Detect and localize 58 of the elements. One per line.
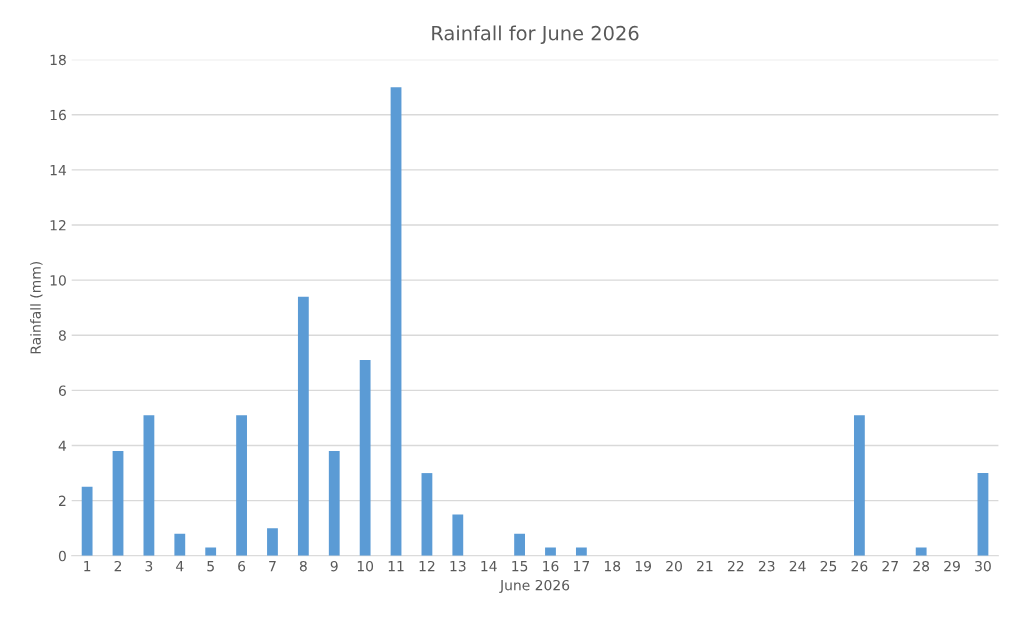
y-tick-label: 8 bbox=[58, 330, 66, 341]
y-tick-label: 6 bbox=[58, 385, 66, 396]
y-tick-label: 2 bbox=[59, 495, 66, 506]
bar bbox=[143, 415, 155, 556]
bar bbox=[514, 533, 525, 556]
bar bbox=[328, 451, 340, 556]
x-tick-label: 13 bbox=[450, 560, 466, 572]
x-tick-label: 14 bbox=[481, 561, 497, 572]
x-tick-label: 16 bbox=[543, 560, 559, 572]
x-tick-label: 12 bbox=[419, 560, 435, 572]
x-tick-label: 11 bbox=[388, 561, 404, 572]
bar bbox=[977, 473, 989, 556]
x-tick-label: 19 bbox=[635, 560, 652, 572]
x-tick-label: 15 bbox=[512, 561, 528, 572]
bar bbox=[359, 360, 371, 556]
y-tick-label: 0 bbox=[58, 550, 66, 562]
x-tick-label: 28 bbox=[913, 560, 930, 572]
y-tick-label: 4 bbox=[58, 440, 67, 451]
x-tick-label: 21 bbox=[697, 560, 713, 572]
y-tick-label: 10 bbox=[50, 275, 66, 286]
y-tick-label: 14 bbox=[50, 165, 67, 176]
x-tick-label: 23 bbox=[758, 560, 775, 572]
x-tick-label: 8 bbox=[299, 560, 307, 572]
x-tick-label: 30 bbox=[975, 560, 991, 572]
x-tick-label: 18 bbox=[604, 560, 621, 572]
bar bbox=[236, 415, 247, 556]
x-tick-label: 4 bbox=[176, 561, 184, 572]
chart-title: Rainfall for June 2026 bbox=[432, 25, 639, 45]
bar bbox=[112, 451, 124, 556]
y-tick-label: 16 bbox=[50, 109, 66, 121]
x-tick-label: 17 bbox=[574, 561, 590, 572]
bar bbox=[174, 533, 186, 556]
x-tick-label: 26 bbox=[851, 560, 868, 572]
x-tick-label: 2 bbox=[114, 560, 122, 572]
x-tick-label: 25 bbox=[820, 560, 837, 572]
x-tick-label: 10 bbox=[357, 560, 374, 572]
x-tick-label: 29 bbox=[944, 560, 960, 572]
bar bbox=[390, 87, 402, 556]
x-tick-label: 6 bbox=[238, 560, 246, 572]
bar bbox=[297, 296, 309, 556]
bar bbox=[421, 473, 433, 556]
x-tick-label: 22 bbox=[728, 560, 744, 572]
x-tick-label: 3 bbox=[145, 560, 153, 572]
x-tick-label: 5 bbox=[207, 561, 214, 572]
y-tick-label: 18 bbox=[50, 54, 66, 66]
y-tick-label: 12 bbox=[50, 220, 66, 231]
x-tick-label: 20 bbox=[666, 560, 682, 572]
x-axis-title: June 2026 bbox=[499, 579, 570, 593]
bar bbox=[267, 528, 278, 556]
bar bbox=[452, 514, 464, 556]
x-tick-label: 9 bbox=[330, 560, 338, 572]
x-tick-label: 7 bbox=[269, 561, 276, 572]
x-tick-label: 1 bbox=[84, 561, 91, 572]
bar bbox=[81, 486, 93, 556]
y-axis-title: Rainfall (mm) bbox=[30, 261, 43, 354]
x-tick-label: 24 bbox=[789, 560, 806, 572]
x-tick-label: 27 bbox=[882, 560, 898, 572]
bar bbox=[853, 415, 865, 556]
